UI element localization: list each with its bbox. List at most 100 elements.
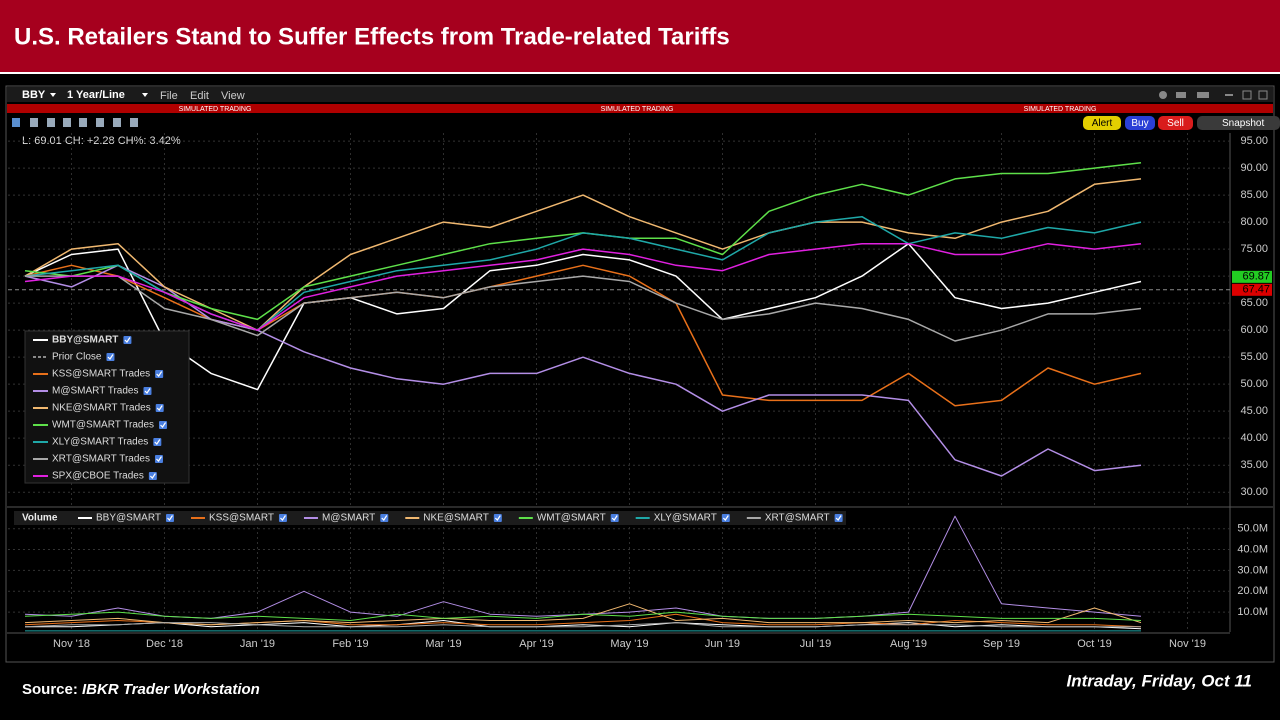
button[interactable] bbox=[1083, 116, 1121, 130]
icon[interactable] bbox=[47, 118, 55, 127]
y-tick-label: 60.00 bbox=[1240, 324, 1268, 336]
app-window bbox=[5, 85, 1275, 663]
dropdown-arrow bbox=[50, 93, 56, 97]
icon[interactable] bbox=[96, 118, 104, 127]
legend-checkbox[interactable] bbox=[278, 514, 287, 522]
check-mark bbox=[156, 371, 163, 377]
y-tick-label: 40.00 bbox=[1240, 432, 1268, 444]
legend-checkbox[interactable] bbox=[143, 387, 152, 395]
button[interactable] bbox=[1158, 116, 1193, 130]
banner-text: SIMULATED TRADING bbox=[179, 106, 252, 113]
header-bar bbox=[0, 0, 1280, 72]
check-mark bbox=[835, 515, 842, 521]
legend-label: M@SMART Trades bbox=[52, 386, 138, 397]
icon[interactable] bbox=[1258, 90, 1268, 100]
legend-label: BBY@SMART bbox=[52, 335, 118, 346]
icon[interactable] bbox=[1159, 91, 1167, 99]
legend-checkbox[interactable] bbox=[165, 514, 174, 522]
x-tick-label: Jun '19 bbox=[705, 638, 740, 650]
check-mark bbox=[156, 456, 162, 462]
legend-checkbox[interactable] bbox=[155, 370, 164, 378]
legend-label: BBY@SMART bbox=[96, 513, 161, 524]
check-mark bbox=[154, 439, 161, 445]
legend-checkbox[interactable] bbox=[159, 421, 168, 429]
banner-text: SIMULATED TRADING bbox=[1024, 106, 1097, 113]
icon[interactable] bbox=[1225, 94, 1233, 96]
icon[interactable] bbox=[1242, 90, 1252, 100]
y-tick-label: 90.00 bbox=[1240, 162, 1268, 174]
legend-checkbox[interactable] bbox=[155, 404, 164, 412]
check-mark bbox=[149, 473, 156, 479]
legend-label: WMT@SMART bbox=[537, 513, 606, 524]
menu-item[interactable]: File bbox=[160, 90, 178, 102]
icon[interactable] bbox=[130, 118, 138, 127]
icon[interactable] bbox=[79, 118, 87, 127]
icon[interactable] bbox=[12, 118, 20, 127]
y-tick-label: 45.00 bbox=[1240, 405, 1268, 417]
y-tick-label: 10.0M bbox=[1237, 606, 1268, 618]
legend-checkbox[interactable] bbox=[380, 514, 389, 522]
header-rule bbox=[0, 72, 1280, 74]
legend-checkbox[interactable] bbox=[154, 455, 163, 463]
legend-label: M@SMART bbox=[322, 513, 375, 524]
legend-label: XLY@SMART Trades bbox=[52, 437, 148, 448]
check-mark bbox=[280, 515, 286, 521]
icon[interactable] bbox=[1197, 92, 1209, 98]
legend-checkbox[interactable] bbox=[834, 514, 843, 522]
dropdown-arrow bbox=[142, 93, 148, 97]
tool-icons bbox=[12, 118, 138, 127]
x-tick-label: Nov '19 bbox=[1169, 638, 1206, 650]
button-label[interactable]: Buy bbox=[1131, 118, 1148, 129]
check-mark bbox=[124, 337, 131, 343]
button[interactable] bbox=[1125, 116, 1155, 130]
legend-checkbox[interactable] bbox=[153, 438, 162, 446]
series-line bbox=[25, 620, 1142, 630]
legend-checkbox[interactable] bbox=[610, 514, 619, 522]
date-note: Intraday, Friday, Oct 11 bbox=[1067, 671, 1253, 690]
y-tick-label: 80.00 bbox=[1240, 216, 1268, 228]
legend-checkbox[interactable] bbox=[493, 514, 502, 522]
legend-checkbox[interactable] bbox=[148, 472, 157, 480]
legend-label: Prior Close bbox=[52, 352, 102, 363]
source: IBKR Trader Workstation bbox=[82, 681, 260, 698]
menu-item[interactable]: Edit bbox=[190, 90, 209, 102]
x-tick-label: Sep '19 bbox=[983, 638, 1020, 650]
legend-checkbox[interactable] bbox=[106, 353, 115, 361]
y-tick-label: 75.00 bbox=[1240, 243, 1268, 255]
volume-legend-bar bbox=[14, 511, 846, 525]
window-icons bbox=[1159, 90, 1268, 100]
x-tick-label: Jul '19 bbox=[800, 638, 831, 650]
legend-checkbox[interactable] bbox=[721, 514, 730, 522]
legend-checkbox[interactable] bbox=[123, 336, 132, 344]
legend-label: WMT@SMART Trades bbox=[52, 420, 154, 431]
menu-item[interactable]: View bbox=[221, 90, 245, 102]
period[interactable]: 1 Year/Line bbox=[67, 89, 125, 101]
icon[interactable] bbox=[1176, 92, 1186, 98]
legend-label: XRT@SMART Trades bbox=[52, 454, 150, 465]
icon[interactable] bbox=[30, 118, 38, 127]
legend-label: NKE@SMART bbox=[423, 513, 489, 524]
source-label: Source: bbox=[22, 681, 78, 698]
series-line bbox=[24, 242, 1142, 391]
x-tick-label: Mar '19 bbox=[425, 638, 461, 650]
check-mark bbox=[160, 422, 167, 428]
series-line bbox=[25, 275, 1142, 342]
legend-label: XRT@SMART bbox=[765, 513, 830, 524]
check-mark bbox=[611, 515, 618, 521]
button-label[interactable]: Snapshot bbox=[1222, 118, 1264, 129]
check-mark bbox=[107, 354, 114, 360]
button-label[interactable]: Sell bbox=[1167, 118, 1184, 129]
volume-title: Volume bbox=[22, 513, 58, 524]
check-mark bbox=[722, 515, 729, 521]
y-tick-label: 95.00 bbox=[1240, 135, 1268, 147]
check-mark bbox=[381, 515, 388, 521]
button[interactable] bbox=[1197, 116, 1280, 130]
y-tick-label: 40.0M bbox=[1237, 543, 1268, 555]
x-tick-label: Dec '18 bbox=[146, 638, 183, 650]
icon[interactable] bbox=[63, 118, 71, 127]
button-label[interactable]: Alert bbox=[1092, 118, 1113, 129]
symbol[interactable]: BBY bbox=[22, 89, 46, 101]
icon[interactable] bbox=[113, 118, 121, 127]
price-tag-label: 67.47 bbox=[1242, 284, 1270, 296]
price-tag bbox=[1232, 270, 1272, 283]
